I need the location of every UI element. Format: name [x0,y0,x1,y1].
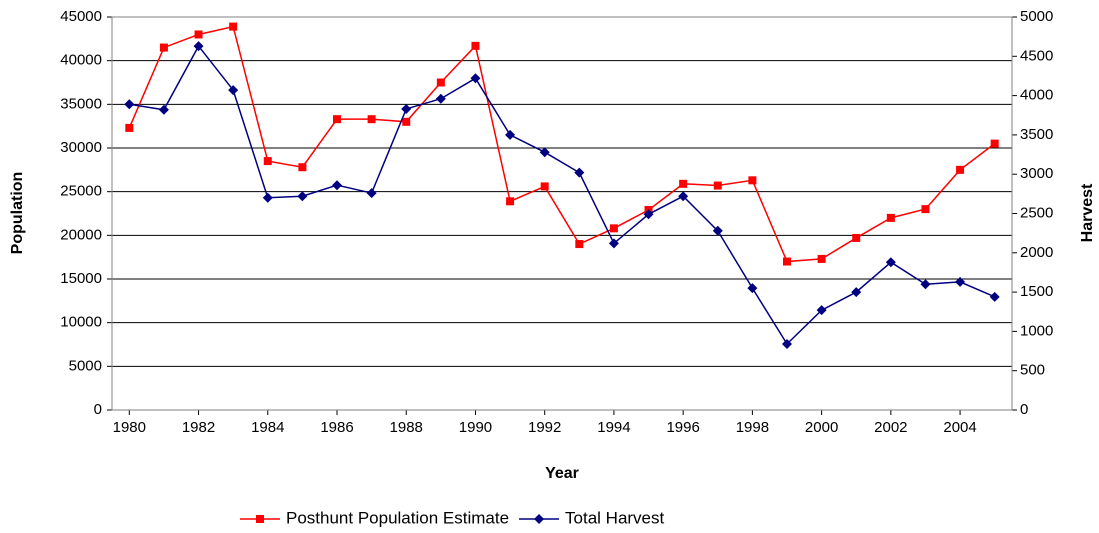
marker [851,287,862,298]
x-tick-label: 2004 [943,419,976,436]
marker [297,191,308,202]
marker [401,103,412,114]
marker [885,257,896,268]
marker [263,157,272,166]
y2-tick-label: 0 [1020,401,1028,418]
marker [436,78,445,87]
x-tick-label: 1990 [459,419,492,436]
marker [678,191,689,202]
marker [852,233,861,242]
x-tick-label: 1988 [390,419,423,436]
y-tick-label: 35000 [60,95,102,112]
y2-tick-label: 4000 [1020,87,1053,104]
y2-tick-label: 3000 [1020,165,1053,182]
marker [817,254,826,263]
x-tick-label: 1998 [736,419,769,436]
marker [366,188,377,199]
x-tick-label: 1994 [597,419,630,436]
marker [747,283,758,294]
marker [712,225,723,236]
x-tick-label: 2002 [874,419,907,436]
y2-tick-label: 1000 [1020,322,1053,339]
legend-marker [534,514,545,524]
marker [679,179,688,188]
marker [816,305,827,316]
marker [367,115,376,124]
marker [783,257,791,266]
x-tick-label: 1980 [113,419,146,436]
y-axis-title: Population [9,172,26,255]
marker [955,276,966,287]
y2-axis-title: Harvest [1079,183,1096,242]
marker [159,43,168,52]
marker [158,104,169,115]
marker [920,279,931,290]
y2-tick-label: 5000 [1020,8,1053,25]
y-tick-label: 40000 [60,52,102,69]
x-tick-label: 1992 [528,419,561,436]
marker [298,163,307,172]
marker [229,22,238,31]
marker [748,176,757,185]
plot-frame [111,16,1013,411]
x-tick-label: 2000 [805,419,838,436]
y2-tick-label: 500 [1020,362,1045,379]
series-line [128,25,996,263]
marker [470,73,481,84]
x-tick-label: 1986 [320,419,353,436]
marker [574,167,585,178]
marker [540,182,549,191]
marker [609,224,618,233]
legend-label: Posthunt Population Estimate [286,508,509,527]
series-line [129,44,995,346]
legend-label: Total Harvest [565,508,664,527]
marker [989,291,1000,302]
marker [506,197,515,206]
marker [539,147,550,158]
y-tick-label: 20000 [60,226,102,243]
marker [713,181,722,190]
x-tick-label: 1982 [182,419,215,436]
marker [402,117,411,126]
marker [262,192,273,203]
y-tick-label: 25000 [60,183,102,200]
marker [193,41,204,52]
y-tick-label: 5000 [69,357,102,374]
y-tick-label: 0 [94,401,102,418]
y-tick-label: 10000 [60,314,102,331]
marker [956,165,965,174]
marker [333,115,341,124]
marker [921,205,930,214]
legend-marker [256,515,264,523]
marker [782,338,792,349]
marker [575,240,584,249]
marker [505,129,516,140]
y-tick-label: 15000 [60,270,102,287]
x-axis-title: Year [545,465,579,482]
marker [886,213,895,222]
x-tick-label: 1996 [666,419,699,436]
y-tick-label: 30000 [60,139,102,156]
marker [332,180,342,191]
marker [124,99,135,110]
marker [643,209,654,220]
marker [194,30,203,39]
marker [471,41,480,50]
marker [228,85,239,96]
x-tick-label: 1984 [251,419,284,436]
y2-tick-label: 2000 [1020,244,1053,261]
marker [125,123,134,132]
y2-tick-label: 3500 [1020,126,1053,143]
marker [608,238,619,249]
y2-tick-label: 2500 [1020,204,1053,221]
marker [435,93,446,104]
y2-tick-label: 4500 [1020,47,1053,64]
y2-tick-label: 1500 [1020,283,1053,300]
marker [990,139,999,148]
y-tick-label: 45000 [60,8,102,25]
